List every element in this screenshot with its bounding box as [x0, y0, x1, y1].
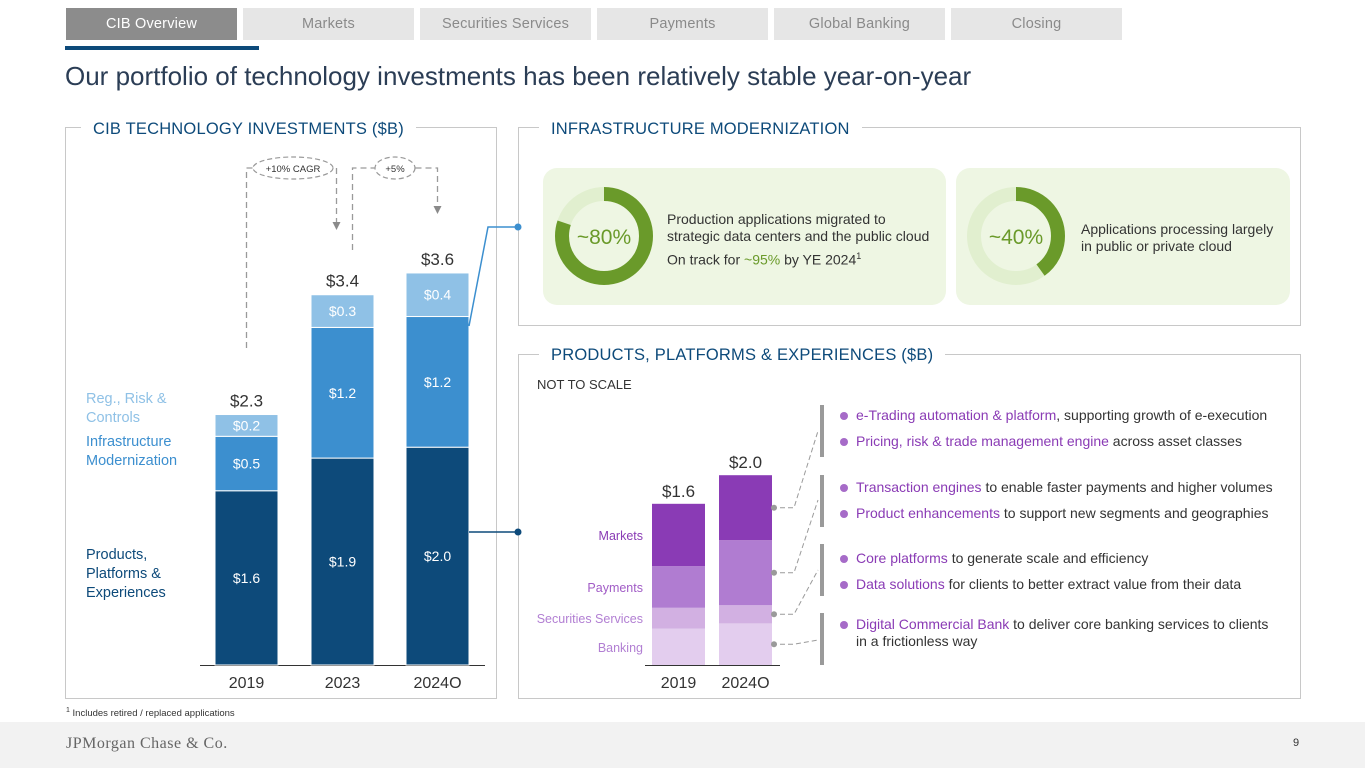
footnote-text: Includes retired / replaced applications: [72, 708, 235, 720]
bullet-dot: [840, 621, 848, 629]
ppe-bracket-payments: [820, 475, 824, 527]
bullet-dot: [840, 581, 848, 589]
left-panel-title: CIB TECHNOLOGY INVESTMENTS ($B): [81, 120, 416, 139]
bullet-dot: [840, 555, 848, 563]
footnote-mark: 1: [66, 707, 70, 714]
bullet-dot: [840, 510, 848, 518]
infra-card1-text: Production applications migrated to stra…: [667, 211, 942, 269]
infra-card1-footnote-mark: 1: [856, 251, 862, 261]
tab-payments[interactable]: Payments: [597, 8, 768, 40]
ppe-item-highlight: Product enhancements: [856, 505, 1000, 521]
ppe-panel-title: PRODUCTS, PLATFORMS & EXPERIENCES ($B): [539, 346, 946, 365]
bullet-dot: [840, 484, 848, 492]
infra-card2-text: Applications processing largely in publi…: [1081, 221, 1274, 254]
left-panel: [65, 127, 497, 699]
footnote: 1 Includes retired / replaced applicatio…: [66, 707, 235, 719]
ppe-bracket-markets: [820, 405, 824, 457]
ppe-item-rest: , supporting growth of e-execution: [1056, 407, 1268, 423]
ppe-item-rest: to enable faster payments and higher vol…: [981, 479, 1273, 495]
infra-card1-target: ~95%: [744, 251, 781, 268]
infra-card1-line2-post: by YE 2024: [780, 251, 857, 268]
ppe-bracket-banking: [820, 613, 824, 665]
ppe-item-highlight: e-Trading automation & platform: [856, 407, 1057, 423]
tab-markets[interactable]: Markets: [243, 8, 414, 40]
ppe-item-highlight: Transaction engines: [856, 479, 982, 495]
ppe-item-rest: to deliver core banking services to clie…: [1009, 616, 1269, 632]
company-logo: JPMorgan Chase & Co.: [66, 735, 228, 752]
ppe-item-highlight: Digital Commercial Bank: [856, 616, 1010, 632]
tab-cib-overview[interactable]: CIB Overview: [66, 8, 237, 40]
infra-card1-line1: Production applications migrated to stra…: [667, 211, 930, 244]
bullet-dot: [840, 412, 848, 420]
tab-closing[interactable]: Closing: [951, 8, 1122, 40]
ppe-item-rest: across asset classes: [1108, 433, 1242, 449]
ppe-item-rest: to generate scale and efficiency: [947, 550, 1149, 566]
ppe-item-rest: to support new segments and geographies: [999, 505, 1269, 521]
footer: [0, 722, 1365, 768]
ppe-bracket-securities: [820, 544, 824, 596]
ppe-item-highlight: Core platforms: [856, 550, 948, 566]
infra-card1-line2-pre: On track for: [667, 251, 745, 268]
tab-global-banking[interactable]: Global Banking: [774, 8, 945, 40]
active-tab-underline: [65, 46, 259, 50]
ppe-item-rest-line2: in a frictionless way: [856, 633, 978, 649]
ppe-item-rest: for clients to better extract value from…: [944, 576, 1242, 592]
bullet-dot: [840, 438, 848, 446]
ppe-item-highlight: Data solutions: [856, 576, 945, 592]
page-number: 9: [1293, 737, 1300, 749]
infra-panel-title: INFRASTRUCTURE MODERNIZATION: [539, 120, 862, 139]
ppe-item-highlight: Pricing, risk & trade management engine: [856, 433, 1109, 449]
page-title: Our portfolio of technology investments …: [65, 61, 972, 91]
infra-card1-line2: On track for ~95% by YE 20241: [667, 248, 942, 269]
not-to-scale-note: NOT TO SCALE: [537, 377, 632, 392]
tab-securities-services[interactable]: Securities Services: [420, 8, 591, 40]
